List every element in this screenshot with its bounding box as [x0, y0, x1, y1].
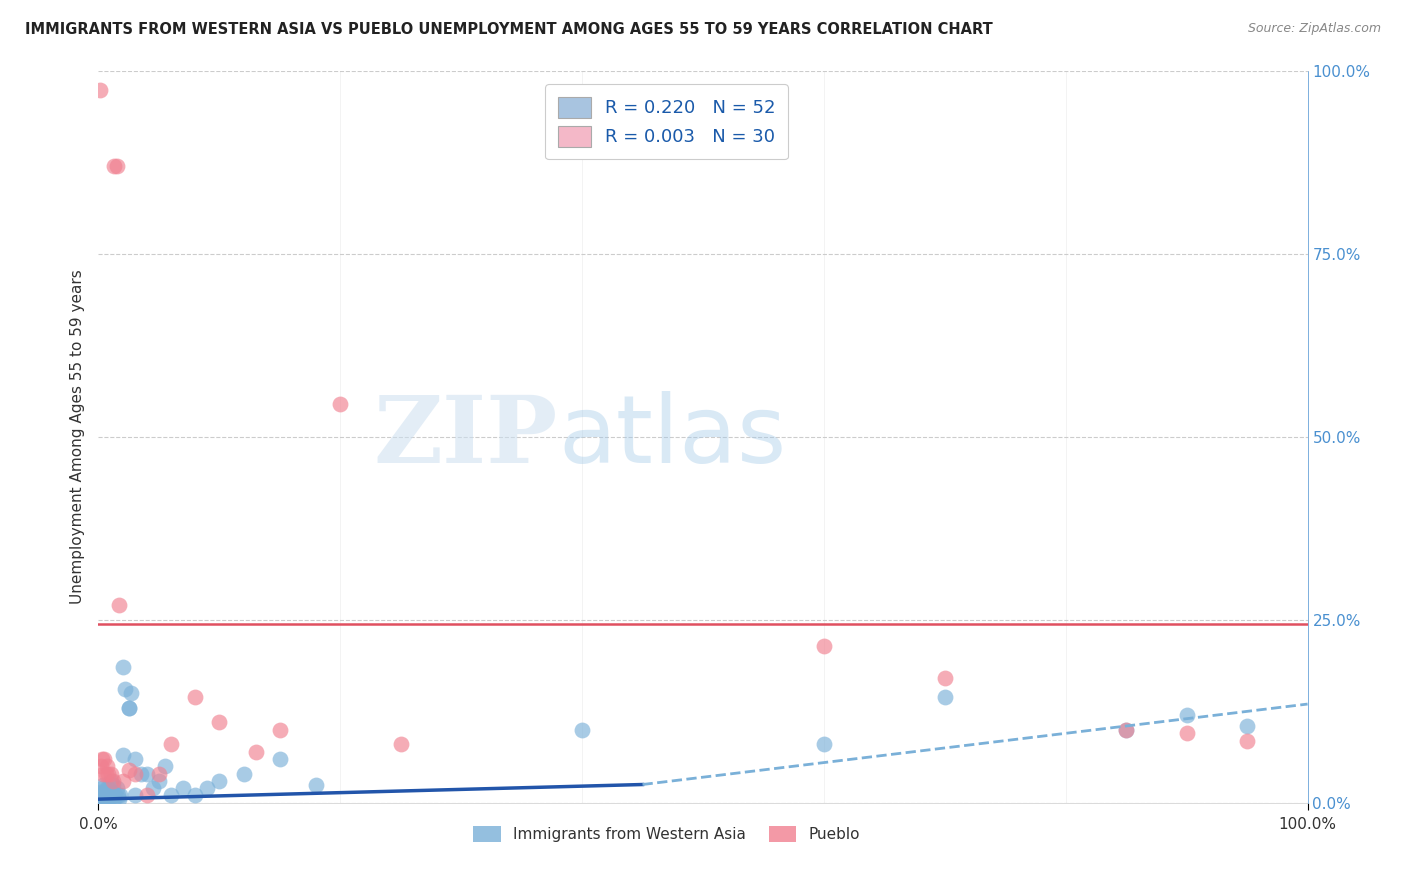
Point: [101, 778, 124, 792]
Point: [94, 766, 117, 780]
Point: [97, 789, 120, 803]
Point: [96, 792, 118, 806]
Point: [269, 723, 291, 737]
Point: [93, 792, 115, 806]
Point: [124, 789, 146, 803]
Point: [135, 789, 157, 803]
Point: [105, 781, 128, 796]
Legend: Immigrants from Western Asia, Pueblo: Immigrants from Western Asia, Pueblo: [465, 819, 868, 850]
Point: [208, 773, 231, 788]
Point: [91, 766, 114, 780]
Point: [124, 752, 146, 766]
Point: [93, 785, 115, 799]
Point: [172, 781, 194, 796]
Point: [208, 715, 231, 730]
Point: [90, 759, 112, 773]
Point: [108, 599, 131, 613]
Point: [269, 752, 291, 766]
Text: IMMIGRANTS FROM WESTERN ASIA VS PUEBLO UNEMPLOYMENT AMONG AGES 55 TO 59 YEARS CO: IMMIGRANTS FROM WESTERN ASIA VS PUEBLO U…: [25, 22, 993, 37]
Point: [245, 745, 267, 759]
Point: [94, 789, 117, 803]
Point: [111, 773, 134, 788]
Point: [98, 792, 121, 806]
Point: [91, 789, 114, 804]
Point: [571, 723, 593, 737]
Point: [118, 763, 141, 777]
Point: [142, 781, 165, 796]
Point: [329, 397, 352, 411]
Point: [100, 789, 122, 803]
Point: [195, 781, 218, 796]
Point: [120, 686, 142, 700]
Point: [1236, 719, 1258, 733]
Point: [1115, 723, 1137, 737]
Point: [101, 773, 124, 788]
Point: [97, 781, 120, 796]
Point: [124, 766, 146, 780]
Point: [100, 773, 122, 788]
Point: [118, 700, 141, 714]
Y-axis label: Unemployment Among Ages 55 to 59 years: Unemployment Among Ages 55 to 59 years: [69, 269, 84, 605]
Point: [108, 792, 131, 806]
Point: [91, 752, 114, 766]
Point: [90, 789, 112, 803]
Point: [108, 789, 131, 803]
Point: [813, 737, 835, 751]
Point: [103, 792, 125, 806]
Point: [232, 766, 254, 780]
Point: [93, 752, 115, 766]
Point: [129, 766, 152, 780]
Point: [184, 789, 207, 803]
Point: [91, 781, 114, 796]
Point: [1175, 726, 1198, 740]
Point: [153, 759, 176, 773]
Point: [160, 789, 183, 803]
Point: [934, 690, 956, 704]
Point: [114, 682, 136, 697]
Point: [148, 766, 170, 780]
Point: [148, 773, 170, 788]
Point: [100, 766, 122, 780]
Point: [135, 766, 157, 780]
Point: [96, 759, 118, 773]
Point: [118, 700, 141, 714]
Text: ZIP: ZIP: [374, 392, 558, 482]
Point: [111, 660, 134, 674]
Text: Source: ZipAtlas.com: Source: ZipAtlas.com: [1247, 22, 1381, 36]
Point: [107, 789, 129, 803]
Point: [813, 639, 835, 653]
Point: [89, 785, 111, 799]
Point: [389, 737, 412, 751]
Point: [89, 83, 111, 97]
Point: [104, 789, 127, 803]
Point: [101, 789, 124, 803]
Point: [305, 778, 328, 792]
Point: [103, 160, 125, 174]
Point: [111, 748, 134, 763]
Point: [1236, 733, 1258, 747]
Point: [100, 785, 122, 799]
Point: [1175, 708, 1198, 723]
Point: [96, 781, 118, 796]
Text: atlas: atlas: [558, 391, 786, 483]
Point: [91, 792, 114, 806]
Point: [97, 766, 120, 780]
Point: [105, 160, 128, 174]
Point: [184, 690, 207, 704]
Point: [91, 778, 114, 792]
Point: [160, 737, 183, 751]
Point: [1115, 723, 1137, 737]
Point: [934, 672, 956, 686]
